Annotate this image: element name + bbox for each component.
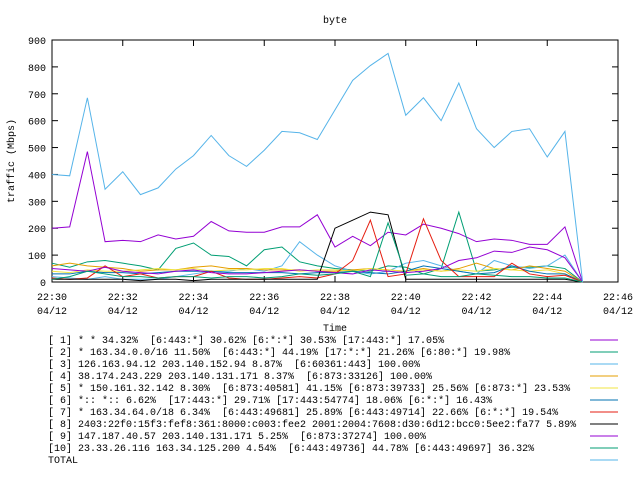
- legend-label: [ 9] 147.187.40.57 203.140.131.171 5.25%…: [48, 431, 426, 443]
- x-tick-label: 22:46: [603, 293, 633, 304]
- x-tick-label: 04/12: [603, 306, 633, 318]
- series-line: [51, 246, 584, 283]
- x-tick-label: 22:34: [178, 293, 208, 304]
- y-tick-label: 400: [28, 171, 46, 182]
- plot-frame: [51, 39, 619, 283]
- legend-label: [10] 23.33.26.116 163.34.125.200 4.54% […: [48, 443, 534, 455]
- legend-label: [ 4] 38.174.243.229 203.140.131.171 8.37…: [48, 371, 432, 383]
- series-line: [51, 52, 584, 283]
- legend-label: [ 2] * 163.34.0.0/16 11.50% [6:443:*] 44…: [48, 347, 510, 359]
- legend-label: [ 7] * 163.34.64.0/18 6.34% [6:443:49681…: [48, 407, 558, 419]
- legend-label: [ 3] 126.163.94.12 203.140.152.94 8.87% …: [48, 359, 420, 371]
- x-tick-label: 04/12: [461, 306, 491, 318]
- x-tick-label: 04/12: [391, 306, 421, 318]
- series-line: [52, 211, 583, 283]
- x-tick-label: 22:36: [249, 293, 279, 304]
- legend-label: TOTAL: [48, 456, 78, 467]
- x-tick-label: 04/12: [532, 306, 562, 318]
- x-tick-label: 22:38: [320, 293, 350, 304]
- x-tick-label: 22:42: [461, 293, 491, 304]
- chart-title: byte: [323, 15, 347, 27]
- y-tick-label: 500: [28, 145, 46, 156]
- x-tick-label: 22:30: [37, 293, 67, 304]
- x-tick-label: 04/12: [178, 306, 208, 318]
- series-line: [51, 210, 583, 283]
- x-tick-label: 22:40: [391, 293, 421, 304]
- x-tick-label: 04/12: [320, 306, 350, 318]
- y-tick-label: 800: [28, 64, 46, 75]
- legend-label: [ 6] *:: *:: 6.62% [17:443:*] 29.71% [17…: [48, 395, 492, 407]
- x-axis-label: Time: [323, 323, 347, 335]
- y-tick-label: 300: [28, 198, 46, 209]
- x-tick-label: 22:32: [108, 293, 138, 304]
- series-line: [51, 268, 583, 283]
- x-tick-label: 04/12: [108, 306, 138, 318]
- y-tick-label: 700: [28, 91, 46, 102]
- y-tick-label: 900: [28, 37, 46, 48]
- x-tick-label: 04/12: [37, 306, 67, 318]
- series-line: [51, 221, 583, 283]
- y-axis-label: traffic (Mbps): [6, 119, 18, 203]
- y-tick-label: 0: [40, 279, 46, 290]
- x-tick-label: 04/12: [249, 306, 279, 318]
- legend-label: [ 1] * * 34.32% [6:443:*] 30.62% [6:*:*]…: [48, 335, 444, 347]
- y-tick-label: 100: [28, 252, 46, 263]
- x-tick-label: 22:44: [532, 293, 562, 304]
- y-tick-label: 200: [28, 225, 46, 236]
- legend-label: [ 8] 2403:22f0:15f3:fef8:361:8000:c003:f…: [48, 419, 576, 431]
- series-line: [51, 240, 584, 283]
- series-line: [51, 151, 584, 283]
- y-tick-label: 600: [28, 118, 46, 129]
- legend-label: [ 5] * 150.161.32.142 8.30% [6:873:40581…: [48, 383, 570, 395]
